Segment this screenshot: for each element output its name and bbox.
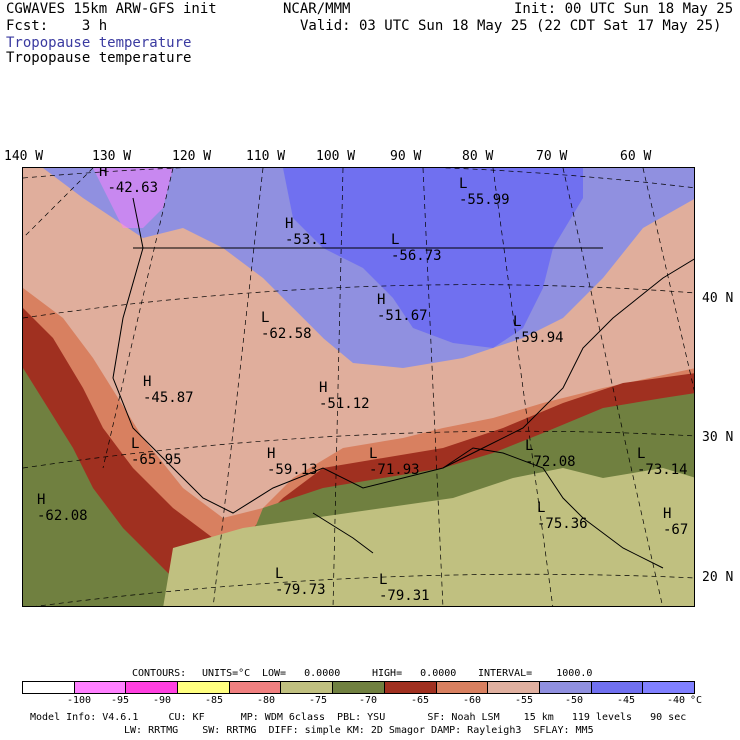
coastline-us — [112, 197, 694, 514]
graticule-line — [23, 168, 94, 239]
colorbar-tick-label: -70 — [359, 695, 378, 706]
extremum-label: L -79.31 — [379, 572, 430, 604]
colorbar-tick-label: -55 — [515, 695, 534, 706]
lon-label: 70 W — [536, 149, 568, 164]
graticule-line — [642, 168, 694, 391]
shaded-region-70-west — [23, 368, 201, 606]
coastline-mexico — [312, 512, 374, 554]
graticule-line — [492, 168, 554, 606]
extremum-label: L -79.73 — [275, 566, 326, 598]
field-title-blue: Tropopause temperature — [6, 35, 192, 51]
colorbar-swatch — [23, 682, 75, 693]
colorbar-swatch — [178, 682, 230, 693]
colorbar-swatch — [436, 682, 489, 693]
graticule-line — [23, 430, 694, 469]
lat-label: 20 N — [702, 570, 734, 585]
colorbar-tick-label: -40 — [667, 695, 686, 706]
extremum-label: H -59.13 — [267, 446, 318, 478]
shaded-region-45 — [283, 168, 583, 348]
colorbar — [22, 681, 695, 694]
colorbar-unit-label: °C — [690, 695, 703, 706]
extremum-label: H -51.67 — [377, 292, 428, 324]
geography-outlines — [112, 197, 694, 569]
contours-units: UNITS=°C — [202, 668, 251, 679]
lon-label: 130 W — [92, 149, 132, 164]
extremum-label: H -67 — [663, 506, 689, 538]
coastline-florida-caribbean — [442, 447, 664, 569]
colorbar-swatch — [126, 682, 179, 693]
colorbar-tick-label: -60 — [463, 695, 482, 706]
extremum-label: H -51.12 — [319, 380, 370, 412]
graticule-line — [35, 573, 694, 606]
contours-low: LOW= 0.0000 — [262, 668, 341, 679]
tropopause-temperature-field — [23, 168, 694, 606]
colorbar-tick-label: -85 — [205, 695, 224, 706]
extremum-label: H -53.1 — [285, 216, 328, 248]
extremum-label: L -55.99 — [459, 176, 510, 208]
graticule-line — [23, 168, 694, 189]
contours-high: HIGH= 0.0000 — [372, 668, 457, 679]
lon-label: 80 W — [462, 149, 494, 164]
extremum-label: L -56.73 — [391, 232, 442, 264]
extremum-label: H -62.08 — [37, 492, 88, 524]
lon-label: 100 W — [316, 149, 356, 164]
model-info-line1: Model Info: V4.6.1 CU: KF MP: WDM 6class… — [30, 712, 687, 723]
lon-label: 110 W — [246, 149, 286, 164]
colorbar-tick-label: -100 — [67, 695, 92, 706]
colorbar-swatch — [591, 682, 644, 693]
lon-label: 90 W — [390, 149, 422, 164]
colorbar-tick-label: -45 — [617, 695, 636, 706]
colorbar-tick-label: -50 — [565, 695, 584, 706]
colorbar-swatch — [229, 682, 282, 693]
lon-label: 60 W — [620, 149, 652, 164]
org-label: NCAR/MMM — [283, 1, 351, 17]
graticule-line — [332, 168, 344, 606]
graticule-line — [422, 168, 444, 606]
colorbar-tick-label: -90 — [153, 695, 172, 706]
forecast-hour: Fcst: 3 h — [6, 18, 108, 34]
contours-label: CONTOURS: — [132, 668, 187, 679]
init-time: Init: 00 UTC Sun 18 May 25 — [514, 1, 734, 17]
map-panel: H -42.63 L -55.99 H -53.1 L -56.73 H -51… — [22, 167, 695, 607]
graticule-line — [562, 168, 663, 606]
shaded-region-55-interior — [193, 288, 343, 408]
extremum-label: H -45.87 — [143, 374, 194, 406]
graticule-line — [212, 168, 264, 606]
colorbar-swatch — [488, 682, 540, 693]
field-title-black: Tropopause temperature — [6, 50, 192, 66]
lat-label: 40 N — [702, 291, 734, 306]
graticule — [23, 168, 694, 606]
lon-label: 140 W — [4, 149, 44, 164]
extremum-label: L -65.95 — [131, 436, 182, 468]
extremum-label: L -75.36 — [537, 500, 588, 532]
lon-label: 120 W — [172, 149, 212, 164]
colorbar-tick-label: -80 — [257, 695, 276, 706]
colorbar-swatch — [74, 682, 127, 693]
colorbar-swatch — [333, 682, 385, 693]
extremum-label: L -73.14 — [637, 446, 688, 478]
extremum-label: H -42.63 — [99, 167, 159, 196]
colorbar-tick-label: -65 — [411, 695, 430, 706]
colorbar-swatch — [643, 682, 694, 693]
colorbar-tick-label: -75 — [309, 695, 328, 706]
extremum-label: L -59.94 — [513, 314, 564, 346]
contours-interval: INTERVAL= 1000.0 — [478, 668, 593, 679]
shaded-region-75 — [163, 468, 694, 606]
graticule-line — [102, 168, 174, 469]
model-title: CGWAVES 15km ARW-GFS init — [6, 1, 217, 17]
valid-time: Valid: 03 UTC Sun 18 May 25 (22 CDT Sat … — [300, 18, 722, 34]
colorbar-swatch — [384, 682, 437, 693]
extremum-label: L -72.08 — [525, 438, 576, 470]
colorbar-swatch — [281, 682, 334, 693]
extremum-label: L -71.93 — [369, 446, 420, 478]
extremum-label: L -62.58 — [261, 310, 312, 342]
lat-label: 30 N — [702, 430, 734, 445]
graticule-line — [23, 284, 694, 319]
colorbar-tick-label: -95 — [111, 695, 130, 706]
model-info-line2: LW: RRTMG SW: RRTMG DIFF: simple KM: 2D … — [124, 725, 594, 736]
colorbar-swatch — [539, 682, 592, 693]
